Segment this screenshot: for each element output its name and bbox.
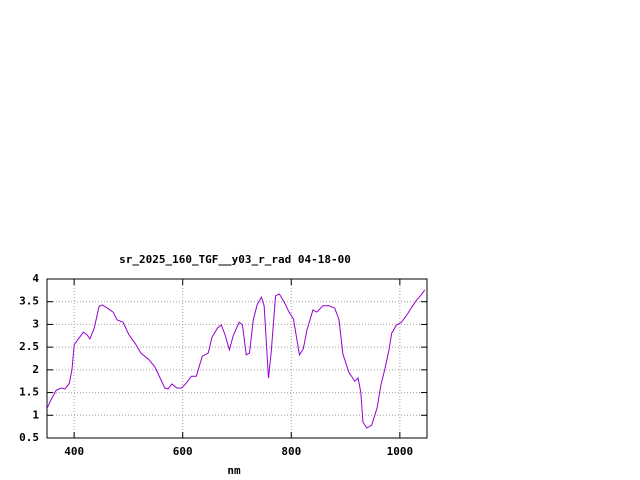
y-tick-label: 3: [32, 317, 39, 330]
y-tick-label: 1.5: [19, 386, 39, 399]
chart-title: sr_2025_160_TGF__y03_r_rad 04-18-00: [119, 253, 351, 266]
y-tick-label: 0.5: [19, 431, 39, 444]
plot-border: [46, 278, 428, 439]
x-axis-label: nm: [227, 464, 241, 477]
y-tick-label: 1: [32, 408, 39, 421]
x-tick-label: 400: [64, 445, 84, 458]
data-line: [46, 289, 426, 429]
y-tick-label: 2: [32, 363, 39, 376]
x-tick-label: 800: [281, 445, 301, 458]
y-tick-label: 2.5: [19, 340, 39, 353]
y-tick-label: 3.5: [19, 295, 39, 308]
x-tick-label: 1000: [387, 445, 414, 458]
x-tick-label: 600: [173, 445, 193, 458]
y-tick-label: 4: [32, 272, 39, 285]
